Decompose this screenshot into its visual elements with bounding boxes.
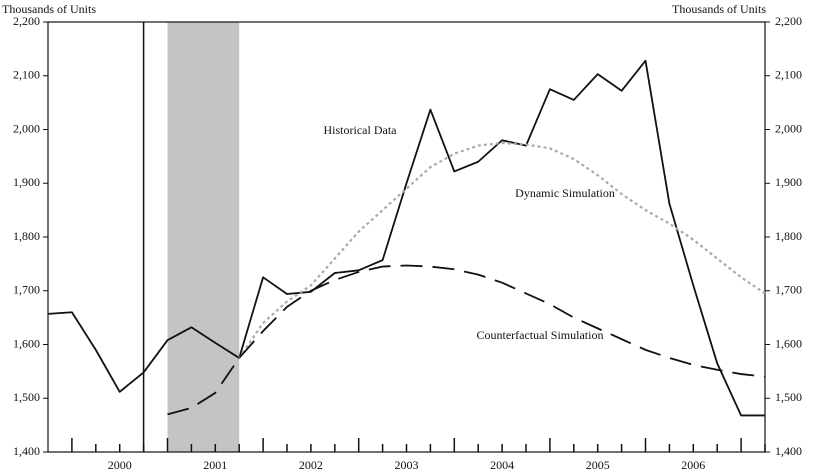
- shaded-period: [167, 22, 240, 452]
- plot-frame: [47, 21, 766, 453]
- y2-tick-label: 1,900: [775, 175, 802, 189]
- x-tick-label: 2000: [108, 458, 132, 472]
- y-tick-label: 2,000: [13, 121, 40, 135]
- series-label: Dynamic Simulation: [515, 186, 615, 200]
- y2-axis-label: Thousands of Units: [672, 2, 766, 16]
- y2-tick-label: 1,400: [775, 444, 802, 458]
- y2-tick-label: 2,200: [775, 14, 802, 28]
- y-tick-label: 1,700: [13, 283, 40, 297]
- y2-tick-label: 1,700: [775, 283, 802, 297]
- y2-tick-label: 2,100: [775, 68, 802, 82]
- x-tick-label: 2001: [203, 458, 227, 472]
- y-tick-label: 1,900: [13, 175, 40, 189]
- y-tick-label: 1,400: [13, 444, 40, 458]
- y2-tick-label: 2,000: [775, 121, 802, 135]
- y-tick-label: 1,800: [13, 229, 40, 243]
- y-tick-label: 1,600: [13, 336, 40, 350]
- y-tick-label: 2,200: [13, 14, 40, 28]
- y-tick-label: 2,100: [13, 68, 40, 82]
- y-tick-label: 1,500: [13, 390, 40, 404]
- series-line: [47, 59, 765, 417]
- x-tick-label: 2004: [490, 458, 514, 472]
- series-line: [238, 141, 766, 359]
- y-axis-label: Thousands of Units: [2, 2, 96, 16]
- x-tick-label: 2005: [586, 458, 610, 472]
- series-label: Historical Data: [324, 123, 398, 137]
- x-tick-label: 2003: [395, 458, 419, 472]
- x-tick-label: 2006: [681, 458, 705, 472]
- series-line: [167, 264, 766, 416]
- y2-tick-label: 1,500: [775, 390, 802, 404]
- series-label: Counterfactual Simulation: [477, 328, 604, 342]
- x-tick-label: 2002: [299, 458, 323, 472]
- y2-tick-label: 1,800: [775, 229, 802, 243]
- y2-tick-label: 1,600: [775, 336, 802, 350]
